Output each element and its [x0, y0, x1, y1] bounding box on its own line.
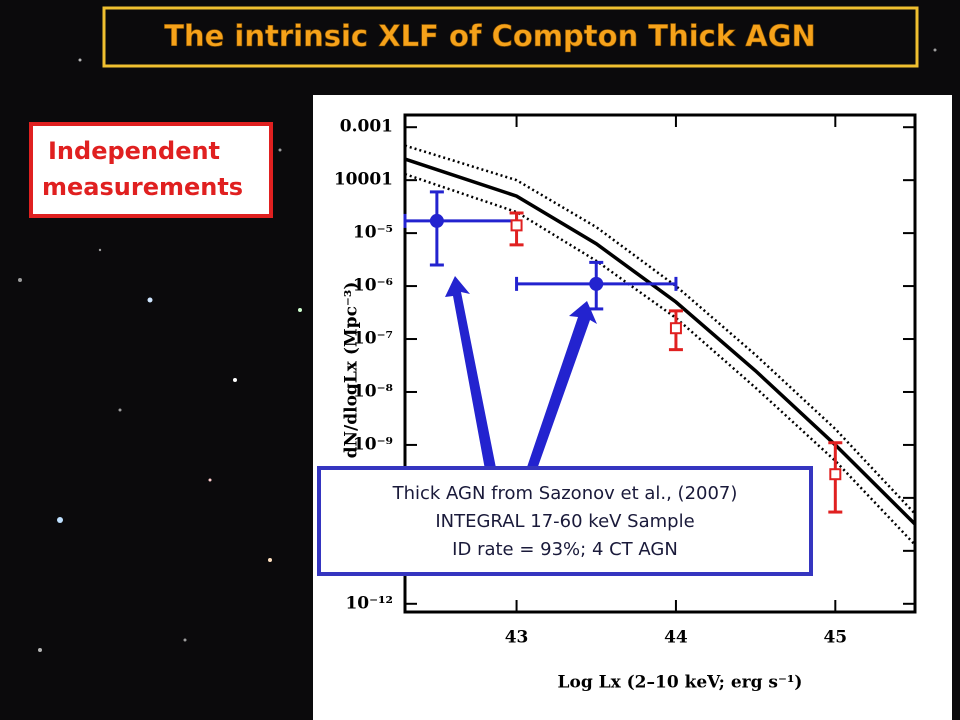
- slide-title: The intrinsic XLF of Compton Thick AGN: [164, 19, 816, 53]
- callout-line: ID rate = 93%; 4 CT AGN: [452, 539, 678, 560]
- y-tick-label: 10⁻⁷: [353, 329, 393, 349]
- note-line: Independent: [48, 137, 220, 165]
- chart-panel: [313, 95, 952, 720]
- note-box: [29, 122, 273, 218]
- x-tick-label: 45: [823, 628, 847, 648]
- title-box: [102, 6, 919, 68]
- callout-line: INTEGRAL 17-60 keV Sample: [435, 511, 694, 532]
- y-tick-label: 0.001: [340, 117, 393, 137]
- x-axis-label: Log Lx (2–10 keV; erg s⁻¹): [558, 673, 803, 693]
- y-tick-label: 10⁻⁵: [353, 223, 393, 243]
- plot: 0.0011000110⁻⁵10⁻⁶10⁻⁷10⁻⁸10⁻⁹10⁻¹⁰10⁻¹¹…: [334, 113, 917, 693]
- x-tick-label: 43: [505, 628, 529, 648]
- note-line: measurements: [42, 173, 243, 201]
- data-point: [429, 213, 444, 228]
- callout-line: Thick AGN from Sazonov et al., (2007): [392, 483, 738, 504]
- y-tick-label: 10⁻⁶: [353, 276, 393, 296]
- y-tick-label: 10001: [334, 170, 393, 190]
- data-point: [589, 276, 604, 291]
- data-point: [829, 468, 842, 481]
- plot-frame: [403, 113, 917, 614]
- data-point: [510, 219, 523, 232]
- x-tick-label: 44: [664, 628, 688, 648]
- data-point: [669, 322, 682, 335]
- y-tick-label: 10⁻⁸: [353, 381, 393, 401]
- y-axis-label: dN/dlogLx (Mpc⁻³): [342, 282, 362, 459]
- starfield: [18, 48, 937, 652]
- arrows: [445, 276, 597, 475]
- y-tick-label: 10⁻¹²: [345, 593, 393, 613]
- model-curve: [404, 144, 916, 515]
- callout-box: [317, 466, 813, 576]
- y-tick-label: 10⁻⁹: [353, 434, 393, 454]
